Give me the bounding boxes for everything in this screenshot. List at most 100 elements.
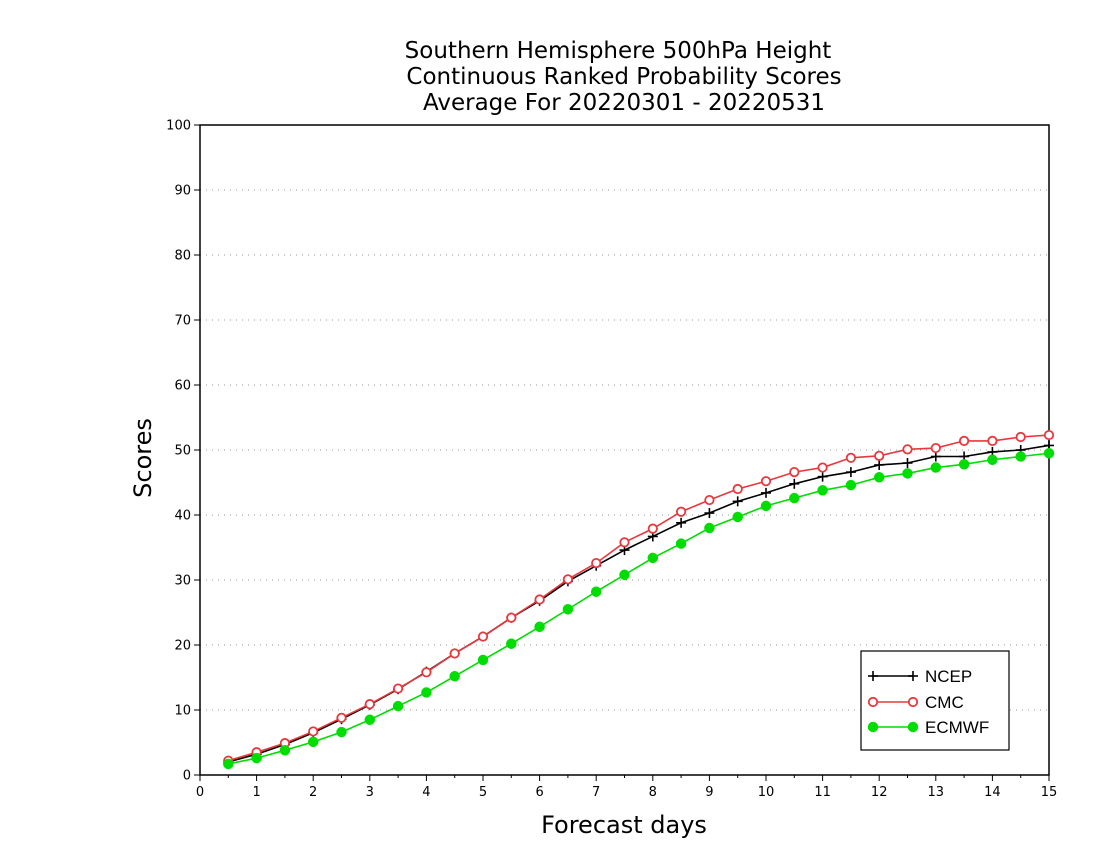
x-tick-label-14: 14	[984, 785, 1001, 800]
point-cmc-3	[308, 726, 319, 737]
point-ecmwf-24	[902, 468, 913, 479]
point-cmc-20	[789, 466, 800, 478]
point-cmc-18	[732, 483, 743, 495]
legend-marker-end-ecmwf	[907, 721, 919, 733]
point-ncep-17	[704, 508, 715, 519]
point-ecmwf-28	[1015, 451, 1026, 462]
x-tick-label-2: 2	[309, 785, 317, 800]
point-ecmwf-26	[958, 459, 970, 470]
series-ecmwf	[223, 448, 1055, 770]
x-tick-label-15: 15	[1041, 785, 1058, 800]
chart-title-line-2: Continuous Ranked Probability Scores	[406, 64, 841, 90]
point-ecmwf-20	[789, 492, 800, 504]
legend-label-ecmwf: ECMWF	[925, 718, 989, 737]
point-ecmwf-0	[223, 758, 234, 770]
legend-marker-start-cmc	[867, 696, 879, 708]
point-ecmwf-22	[845, 479, 857, 491]
point-ecmwf-23	[873, 472, 885, 483]
legend-marker-end-ncep	[908, 671, 918, 681]
point-cmc-11	[534, 594, 545, 605]
x-tick-label-6: 6	[535, 785, 543, 800]
legend-marker-end-cmc	[907, 696, 919, 708]
y-tick-label-50: 50	[174, 444, 191, 459]
point-ecmwf-11	[534, 621, 545, 633]
point-cmc-21	[817, 462, 828, 473]
point-ecmwf-3	[307, 736, 319, 748]
point-cmc-24	[902, 444, 913, 455]
point-ncep-18	[732, 496, 743, 507]
point-cmc-26	[958, 435, 970, 446]
y-tick-label-60: 60	[174, 379, 191, 394]
point-cmc-6	[392, 683, 404, 694]
point-ncep-19	[761, 487, 771, 498]
y-tick-label-40: 40	[174, 509, 191, 524]
point-ecmwf-29	[1043, 448, 1055, 459]
point-cmc-14	[619, 537, 630, 548]
series-cmc	[223, 429, 1055, 766]
x-tick-label-5: 5	[479, 785, 487, 800]
point-cmc-9	[477, 631, 489, 642]
point-cmc-5	[364, 699, 375, 710]
point-ecmwf-14	[619, 569, 630, 581]
point-ecmwf-17	[704, 522, 715, 534]
point-ecmwf-2	[279, 745, 291, 756]
point-ecmwf-25	[930, 462, 942, 473]
point-ecmwf-15	[647, 552, 659, 564]
point-cmc-27	[987, 435, 998, 446]
legend-marker-start-ecmwf	[867, 721, 879, 733]
point-cmc-12	[562, 574, 574, 585]
x-tick-label-1: 1	[252, 785, 260, 800]
point-cmc-10	[506, 612, 517, 623]
point-ecmwf-8	[449, 670, 460, 682]
x-tick-label-3: 3	[366, 785, 374, 800]
point-cmc-4	[336, 712, 347, 723]
x-tick-label-10: 10	[758, 785, 775, 800]
point-ecmwf-10	[506, 638, 517, 649]
point-ecmwf-5	[364, 714, 376, 725]
y-tick-label-90: 90	[174, 184, 191, 199]
point-ncep-16	[676, 517, 687, 528]
series-group	[223, 429, 1055, 770]
point-ncep-25	[930, 451, 941, 462]
point-ecmwf-21	[817, 485, 828, 496]
point-ncep-22	[845, 467, 856, 478]
point-cmc-22	[845, 452, 857, 463]
legend-box	[860, 650, 1010, 751]
legend-label-ncep: NCEP	[925, 667, 972, 686]
y-tick-label-100: 100	[166, 119, 191, 134]
point-cmc-17	[704, 494, 715, 506]
point-ncep-21	[817, 471, 828, 482]
y-tick-label-70: 70	[174, 314, 191, 329]
point-cmc-13	[591, 557, 602, 569]
point-ncep-24	[902, 458, 913, 468]
y-tick-label-20: 20	[174, 639, 191, 654]
point-cmc-16	[675, 506, 687, 517]
x-tick-label-7: 7	[592, 785, 600, 800]
point-cmc-29	[1043, 429, 1055, 441]
y-tick-label-0: 0	[183, 769, 191, 784]
y-tick-label-30: 30	[174, 574, 191, 589]
x-tick-label-8: 8	[649, 785, 657, 800]
legend: NCEP CMC ECMWF	[860, 650, 1010, 751]
x-tick-label-12: 12	[871, 785, 888, 800]
x-tick-label-4: 4	[422, 785, 430, 800]
point-ecmwf-13	[590, 586, 602, 597]
point-ecmwf-19	[760, 500, 772, 512]
point-ncep-20	[789, 478, 800, 489]
point-ecmwf-1	[251, 752, 262, 764]
x-tick-label-11: 11	[814, 785, 831, 800]
x-axis-label: Forecast days	[541, 811, 707, 839]
point-ecmwf-9	[477, 654, 489, 666]
x-tick-label-13: 13	[928, 785, 945, 800]
point-cmc-23	[874, 450, 885, 461]
point-ecmwf-16	[675, 538, 687, 549]
point-ncep-23	[874, 459, 885, 470]
point-ecmwf-6	[392, 700, 404, 712]
point-ecmwf-12	[562, 604, 574, 615]
point-cmc-28	[1015, 431, 1026, 443]
y-axis-label: Scores	[129, 418, 157, 498]
chart-title-line-1: Southern Hemisphere 500hPa Height	[405, 38, 832, 64]
point-cmc-25	[930, 442, 941, 454]
